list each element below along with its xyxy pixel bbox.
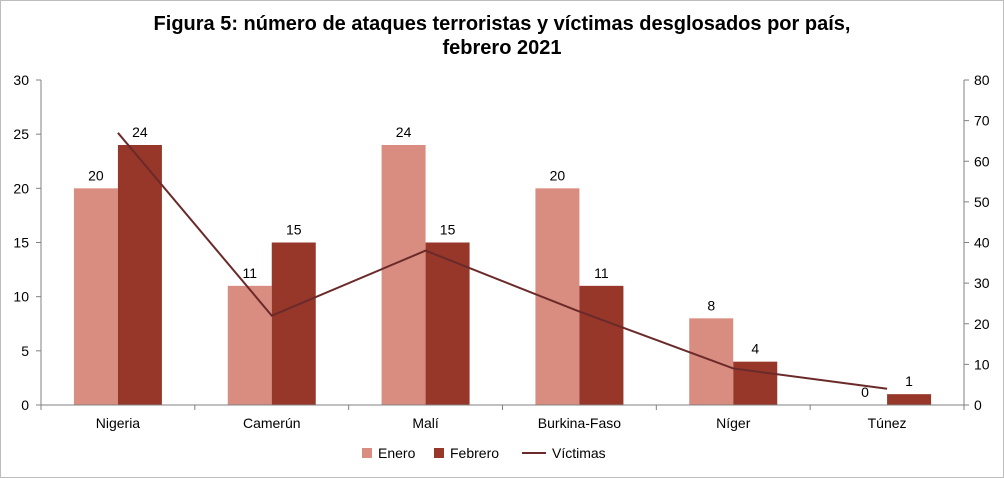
data-label: 15 — [286, 222, 302, 238]
category-label: Burkina-Faso — [538, 415, 621, 431]
bar-febrero — [733, 361, 778, 405]
data-label: 1 — [905, 373, 913, 389]
legend-label: Febrero — [450, 445, 499, 461]
legend-label: Víctimas — [552, 445, 606, 461]
right-tick-label: 70 — [974, 113, 990, 129]
left-tick-label: 30 — [13, 72, 29, 88]
right-tick-label: 30 — [974, 275, 990, 291]
right-tick-label: 20 — [974, 316, 990, 332]
data-label: 11 — [594, 265, 609, 281]
bar-enero — [227, 285, 272, 405]
legend-swatch — [434, 448, 444, 458]
line-víctimas — [117, 132, 888, 390]
bar-febrero — [887, 394, 932, 405]
data-label: 8 — [707, 297, 715, 313]
left-tick-label: 20 — [13, 180, 29, 196]
right-tick-label: 10 — [974, 356, 990, 372]
data-label: 20 — [550, 167, 566, 183]
data-label: 24 — [132, 124, 148, 140]
right-tick-label: 40 — [974, 235, 990, 251]
bar-enero — [381, 145, 426, 405]
chart-title: Figura 5: número de ataques terroristas … — [0, 12, 1004, 60]
legend-label: Enero — [378, 445, 416, 461]
bar-febrero — [271, 242, 316, 405]
data-label: 20 — [88, 167, 104, 183]
category-label: Nigeria — [96, 415, 141, 431]
left-tick-label: 10 — [13, 289, 29, 305]
bar-febrero — [425, 242, 470, 405]
bar-febrero — [117, 145, 162, 405]
left-tick-label: 0 — [21, 397, 29, 413]
bar-enero — [73, 188, 118, 405]
data-label: 4 — [751, 341, 759, 357]
right-tick-label: 80 — [974, 72, 990, 88]
right-tick-label: 0 — [974, 397, 982, 413]
right-tick-label: 50 — [974, 194, 990, 210]
data-label: 0 — [861, 384, 869, 400]
data-label: 15 — [440, 222, 456, 238]
data-label: 24 — [396, 124, 412, 140]
right-tick-label: 60 — [974, 153, 990, 169]
data-label: 11 — [242, 265, 257, 281]
category-label: Camerún — [243, 415, 301, 431]
category-label: Níger — [716, 415, 751, 431]
bar-febrero — [579, 285, 624, 405]
left-tick-label: 25 — [13, 126, 29, 142]
left-tick-label: 15 — [13, 235, 29, 251]
chart-title-line-2: febrero 2021 — [442, 37, 562, 59]
chart-title-line-1: Figura 5: número de ataques terroristas … — [153, 13, 851, 35]
bar-enero — [689, 318, 734, 405]
category-label: Túnez — [868, 415, 907, 431]
legend-swatch — [362, 448, 372, 458]
left-tick-label: 5 — [21, 343, 29, 359]
category-label: Malí — [412, 415, 439, 431]
